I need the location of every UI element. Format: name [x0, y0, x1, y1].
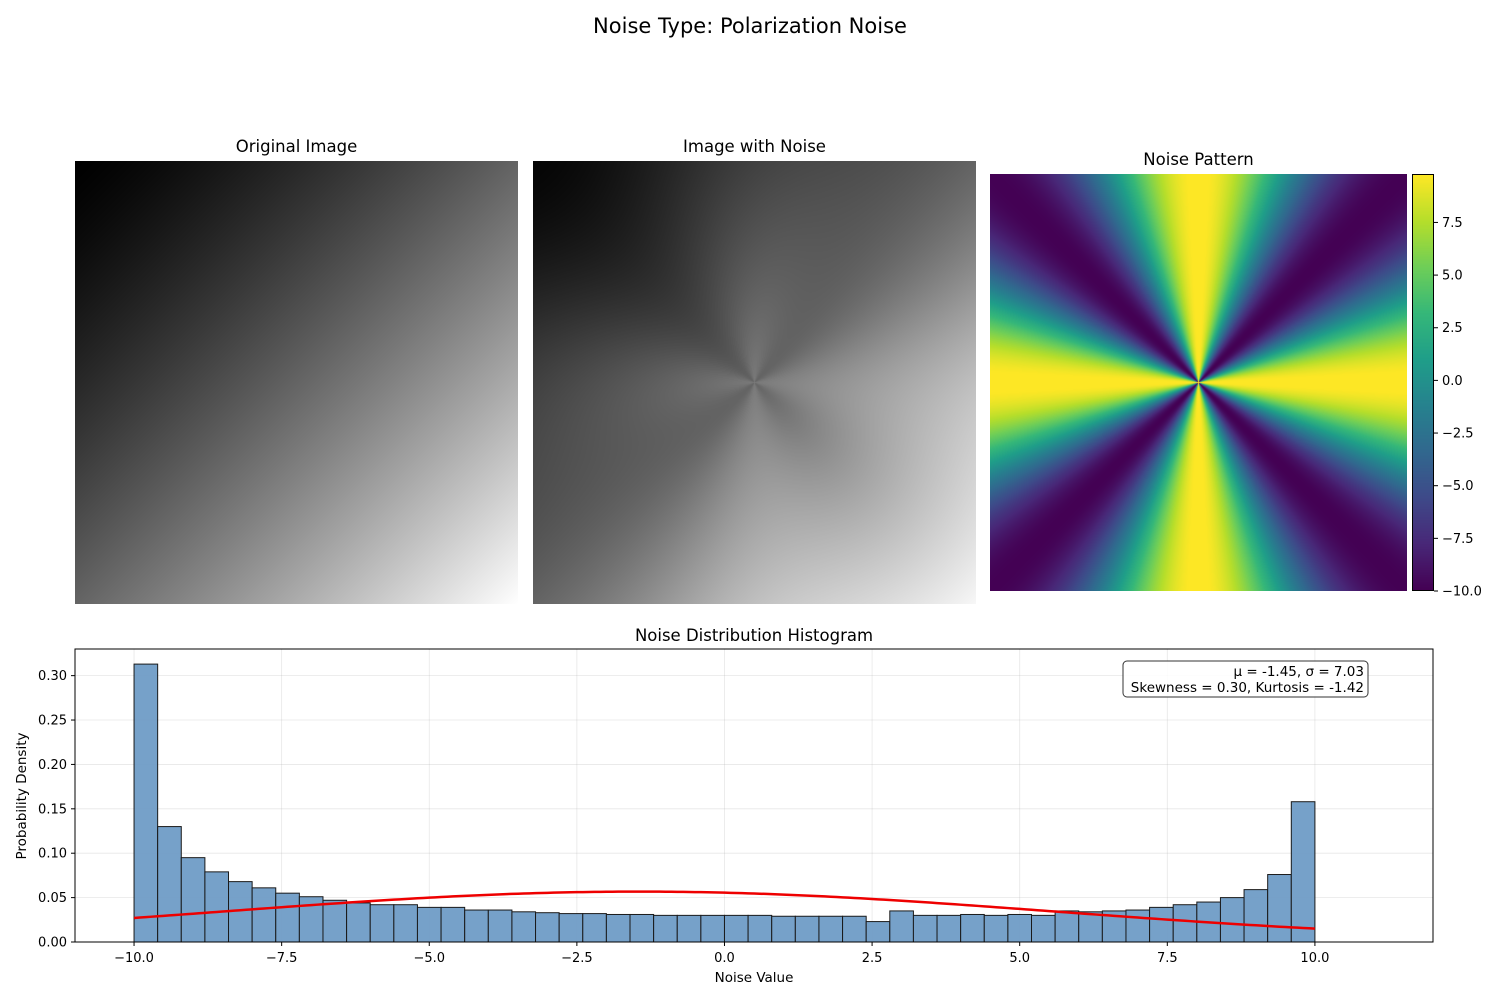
histogram-bar — [511, 911, 537, 943]
x-tick-label: 7.5 — [1157, 951, 1178, 966]
stats-box: μ = -1.45, σ = 7.03 Skewness = 0.30, Kur… — [1122, 660, 1369, 698]
histogram-bar — [464, 909, 489, 943]
y-tick-label: 0.30 — [38, 669, 67, 684]
histogram-bar — [1125, 909, 1151, 943]
original-image — [75, 161, 518, 604]
histogram-bar — [771, 915, 796, 943]
histogram-bar — [393, 904, 418, 943]
histogram-bar — [1078, 911, 1103, 943]
x-tick-label: −2.5 — [561, 951, 593, 966]
histogram-bar — [865, 921, 891, 943]
y-tick-label: 0.00 — [38, 936, 67, 951]
noisy-image — [533, 161, 976, 604]
histogram-bar — [1290, 801, 1316, 943]
histogram-bar — [700, 914, 725, 943]
x-tick-label: −5.0 — [413, 951, 445, 966]
colorbar-tick-label: −10.0 — [1442, 585, 1482, 600]
histogram-bar — [653, 914, 678, 943]
histogram-bar — [558, 913, 584, 943]
histogram-bar — [1267, 874, 1292, 943]
y-tick-label: 0.05 — [38, 891, 67, 906]
stats-line-2: Skewness = 0.30, Kurtosis = -1.42 — [1131, 680, 1364, 696]
colorbar-tick-label: 0.0 — [1442, 374, 1463, 389]
histogram-bar — [1007, 913, 1033, 943]
original-image-title: Original Image — [235, 137, 358, 156]
histogram-bar — [842, 915, 867, 943]
colorbar-tick-label: −2.5 — [1442, 427, 1474, 442]
x-tick-label: 10.0 — [1300, 951, 1329, 966]
histogram-bar — [723, 914, 749, 943]
colorbar-tick-label: 7.5 — [1442, 216, 1463, 231]
noise-pattern-title: Noise Pattern — [1143, 150, 1254, 169]
histogram-bar — [1219, 897, 1245, 943]
noisy-image-title: Image with Noise — [683, 137, 826, 156]
histogram-bar — [747, 914, 773, 943]
histogram-bar — [204, 871, 230, 943]
histogram-bar — [818, 915, 844, 943]
histogram-bar — [1054, 910, 1080, 943]
x-tick-label: 5.0 — [1009, 951, 1030, 966]
histogram-bar — [794, 915, 820, 943]
histogram-bar — [133, 663, 159, 943]
histogram-bar — [275, 892, 300, 943]
histogram-bar — [605, 913, 631, 943]
noise-pattern-image — [990, 174, 1407, 591]
colorbar-tick-label: 5.0 — [1442, 269, 1463, 284]
y-tick-label: 0.10 — [38, 847, 67, 862]
x-tick-label: −10.0 — [114, 951, 154, 966]
histogram-bar — [936, 914, 962, 943]
normal-fit-line — [133, 890, 1315, 930]
colorbar-tick-label: −5.0 — [1442, 479, 1474, 494]
histogram-bar — [251, 887, 277, 943]
colorbar-tick-label: −7.5 — [1442, 532, 1474, 547]
y-tick-label: 0.25 — [38, 714, 67, 729]
colorbar-ticks: 7.5 5.0 2.5 0.0 −2.5 −5.0 −7.5 −10.0 — [1434, 216, 1482, 600]
histogram-bar — [582, 913, 607, 943]
histogram-bar — [960, 913, 985, 943]
colorbar — [1412, 174, 1434, 591]
histogram-bar — [889, 910, 914, 943]
histogram-bar — [346, 902, 371, 943]
histogram-bar — [629, 913, 655, 943]
y-tick-label: 0.20 — [38, 758, 67, 773]
x-tick-label: 0.0 — [714, 951, 735, 966]
histogram-title: Noise Distribution Histogram — [635, 626, 873, 645]
histogram-bar — [535, 912, 560, 943]
histogram-bar — [1149, 906, 1174, 943]
histogram-bar — [369, 904, 395, 943]
colorbar-tick-label: 2.5 — [1442, 321, 1463, 336]
histogram-bar — [487, 909, 513, 943]
plot-frame — [74, 648, 1434, 943]
x-axis-label: Noise Value — [715, 970, 794, 986]
histogram-bar — [676, 914, 702, 943]
stats-line-1: μ = -1.45, σ = 7.03 — [1233, 664, 1364, 680]
histogram-bar — [1031, 914, 1056, 943]
histogram-bar — [157, 826, 182, 943]
y-tick-label: 0.15 — [38, 802, 67, 817]
histogram-chart: Noise Distribution Histogram Noise Value… — [14, 626, 1434, 986]
histogram-bar — [440, 906, 466, 943]
histogram-bar — [1243, 889, 1269, 943]
x-tick-label: 2.5 — [862, 951, 883, 966]
histogram-bar — [912, 914, 938, 943]
figure-title: Noise Type: Polarization Noise — [593, 14, 907, 38]
histogram-bar — [1172, 904, 1198, 943]
histogram-bar — [180, 857, 206, 943]
histogram-bar — [416, 906, 442, 943]
histogram-bar — [322, 899, 348, 943]
y-axis-label: Probability Density — [14, 733, 30, 860]
histogram-bar — [983, 914, 1009, 943]
x-tick-label: −7.5 — [266, 951, 298, 966]
